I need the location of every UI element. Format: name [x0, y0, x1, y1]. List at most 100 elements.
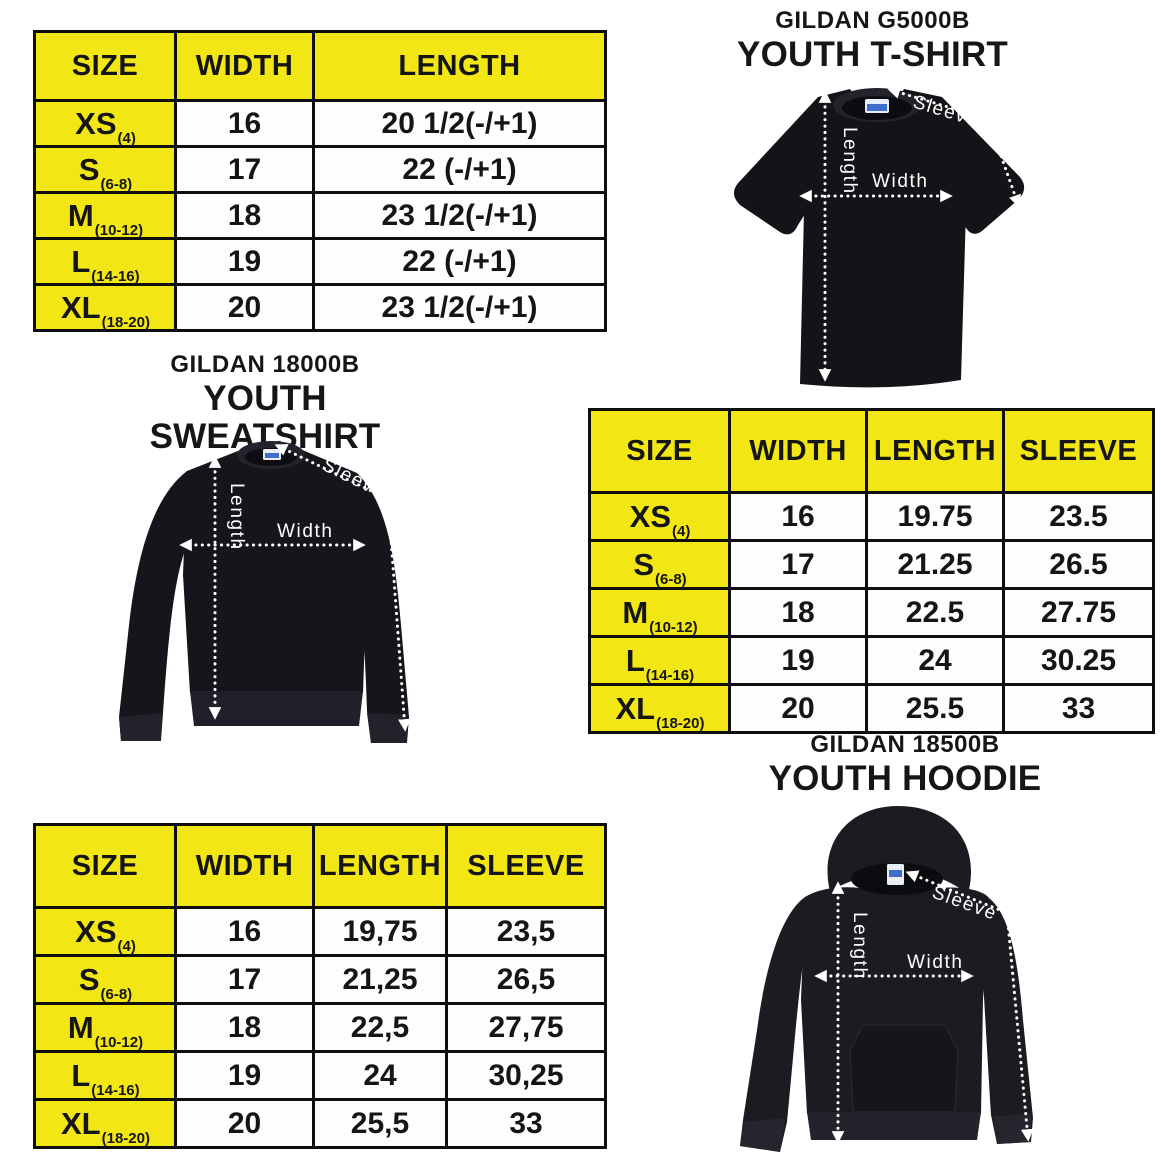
width-cell: 16 — [174, 99, 315, 148]
hoodie-left-sleeve — [740, 897, 807, 1152]
tshirt-product-code: GILDAN G5000B — [775, 7, 970, 34]
size-label: S — [633, 546, 654, 582]
hoodie-waistband — [807, 1112, 981, 1140]
table-row: XL(18-20) 20 25.5 33 — [588, 683, 1155, 734]
table-row: S(6-8) 17 22 (-/+1) — [33, 145, 607, 194]
sleeve-cell: 23.5 — [1002, 491, 1155, 542]
hoodie-product-code: GILDAN 18500B — [810, 731, 1000, 758]
size-cell: M(10-12) — [33, 191, 177, 240]
size-label: M — [67, 197, 94, 233]
length-cell: 19.75 — [865, 491, 1005, 542]
sleeve-arrow — [274, 444, 411, 732]
length-cell: 24 — [312, 1050, 448, 1101]
tshirt-left-sleeve — [734, 97, 818, 235]
table-row: L(14-16) 19 22 (-/+1) — [33, 237, 607, 286]
width-cell: 16 — [728, 491, 868, 542]
hoodie-pocket — [849, 1024, 959, 1113]
sleeve-cell: 23,5 — [445, 906, 607, 957]
size-cell: XL(18-20) — [33, 283, 177, 332]
size-range: (4) — [672, 522, 691, 540]
col-header-length: LENGTH — [312, 823, 448, 909]
sweatshirt-product-code: GILDAN 18000B — [170, 351, 360, 378]
hoodie-left-cuff — [740, 1118, 785, 1152]
sleeve-arrow — [905, 870, 1034, 1142]
table-row: L(14-16) 19 24 30,25 — [33, 1050, 607, 1101]
sleeve-cell: 26.5 — [1002, 539, 1155, 590]
length-cell: 23 1/2(-/+1) — [312, 283, 607, 332]
size-range: (18-20) — [101, 1129, 150, 1147]
size-label: XS — [75, 913, 117, 949]
sleeve-cell: 30,25 — [445, 1050, 607, 1101]
sleeve-cell: 33 — [1002, 683, 1155, 734]
table-header-row: SIZE WIDTH LENGTH — [33, 30, 607, 102]
tshirt-illustration: Length Width Sleeve — [700, 85, 1045, 400]
table-row: M(10-12) 18 23 1/2(-/+1) — [33, 191, 607, 240]
col-header-length: LENGTH — [865, 408, 1005, 494]
tshirt-figure: Length Width Sleeve — [734, 86, 1025, 388]
sleeve-cell: 27,75 — [445, 1002, 607, 1053]
hoodie-size-table: SIZE WIDTH LENGTH SLEEVE XS(4) 16 19,75 … — [33, 823, 607, 1149]
width-cell: 20 — [174, 1098, 315, 1149]
table-row: S(6-8) 17 21.25 26.5 — [588, 539, 1155, 590]
sweatshirt-illustration: Length Width Sleeve — [95, 425, 475, 745]
sweatshirt-body — [183, 449, 367, 693]
size-label: M — [67, 1009, 94, 1045]
size-range: (14-16) — [91, 1081, 140, 1099]
table-row: M(10-12) 18 22,5 27,75 — [33, 1002, 607, 1053]
length-cell: 22 (-/+1) — [312, 145, 607, 194]
width-measure-label: Width — [277, 521, 334, 542]
col-header-width: WIDTH — [728, 408, 868, 494]
width-cell: 17 — [174, 954, 315, 1005]
size-range: (4) — [117, 129, 136, 147]
size-label: XL — [61, 1105, 101, 1141]
hoodie-product-name: YOUTH HOODIE — [768, 759, 1042, 798]
width-cell: 19 — [728, 635, 868, 686]
size-cell: S(6-8) — [33, 954, 177, 1005]
length-cell: 24 — [865, 635, 1005, 686]
size-label: L — [71, 243, 91, 279]
size-range: (14-16) — [645, 666, 695, 684]
table-row: XS(4) 16 20 1/2(-/+1) — [33, 99, 607, 148]
tshirt-product-name: YOUTH T-SHIRT — [737, 35, 1008, 74]
hoodie-illustration: Length Width Sleeve — [735, 800, 1075, 1167]
length-cell: 21,25 — [312, 954, 448, 1005]
size-cell: L(14-16) — [33, 237, 177, 286]
length-cell: 21.25 — [865, 539, 1005, 590]
size-label: L — [625, 642, 645, 678]
table-row: XL(18-20) 20 25,5 33 — [33, 1098, 607, 1149]
table-row: M(10-12) 18 22.5 27.75 — [588, 587, 1155, 638]
width-cell: 18 — [174, 191, 315, 240]
width-cell: 20 — [174, 283, 315, 332]
col-header-size: SIZE — [588, 408, 731, 494]
tshirt-title: GILDAN G5000B YOUTH T-SHIRT — [700, 6, 1045, 74]
table-row: XL(18-20) 20 23 1/2(-/+1) — [33, 283, 607, 332]
length-cell: 25.5 — [865, 683, 1005, 734]
table-row: XS(4) 16 19,75 23,5 — [33, 906, 607, 957]
size-cell: L(14-16) — [33, 1050, 177, 1101]
size-range: (6-8) — [100, 175, 133, 193]
size-cell: XL(18-20) — [588, 683, 731, 734]
length-measure-label: Length — [839, 127, 860, 195]
table-row: S(6-8) 17 21,25 26,5 — [33, 954, 607, 1005]
size-cell: XS(4) — [33, 99, 177, 148]
size-range: (18-20) — [656, 714, 705, 732]
length-cell: 22 (-/+1) — [312, 237, 607, 286]
sleeve-cell: 26,5 — [445, 954, 607, 1005]
width-cell: 19 — [174, 1050, 315, 1101]
col-header-width: WIDTH — [174, 30, 315, 102]
sleeve-cell: 27.75 — [1002, 587, 1155, 638]
width-measure-label: Width — [907, 952, 964, 973]
sleeve-cell: 33 — [445, 1098, 607, 1149]
neck-tag-stripe — [889, 870, 902, 877]
hoodie-title: GILDAN 18500B YOUTH HOODIE — [725, 730, 1085, 798]
size-range: (4) — [117, 937, 136, 955]
width-measure-label: Width — [872, 171, 929, 192]
size-cell: S(6-8) — [33, 145, 177, 194]
table-row: XS(4) 16 19.75 23.5 — [588, 491, 1155, 542]
width-cell: 16 — [174, 906, 315, 957]
hoodie-figure: Length Width Sleeve — [740, 806, 1034, 1152]
col-header-size: SIZE — [33, 30, 177, 102]
size-cell: XS(4) — [588, 491, 731, 542]
length-cell: 22.5 — [865, 587, 1005, 638]
